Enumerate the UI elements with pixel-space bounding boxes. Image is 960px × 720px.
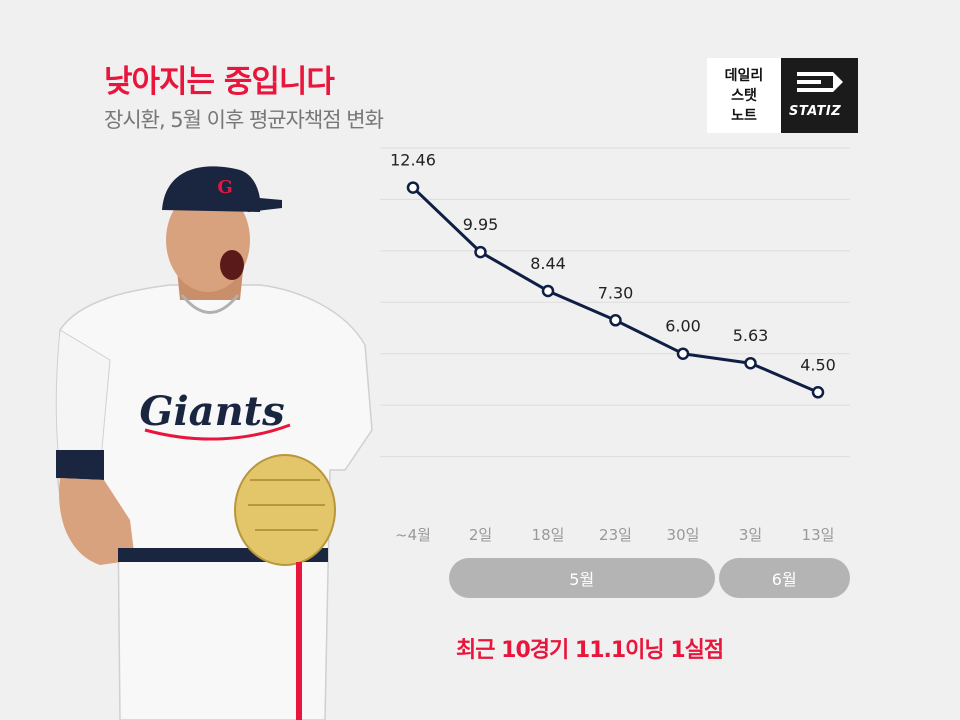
cap-logo: G [217, 177, 232, 198]
data-point [474, 245, 487, 259]
data-point [541, 284, 555, 298]
x-tick-label: 3일 [739, 526, 762, 544]
data-point [676, 347, 690, 360]
data-point [609, 314, 622, 327]
chart-series [406, 181, 825, 399]
chart-ticks: ~4월 2일 18일 23일 30일 3일 13일 [395, 526, 834, 544]
player-photo: G Giants [55, 166, 373, 720]
statiz-badge: 데일리 스탯 노트 STATIZ [707, 58, 858, 133]
chart-labels: 12.46 9.95 8.44 7.30 6.00 5.63 4.50 [390, 151, 836, 375]
badge-line-1: 데일리 [724, 67, 764, 84]
month-group-pill: 6월 [718, 558, 850, 598]
data-label: 5.63 [733, 326, 769, 345]
data-label: 6.00 [665, 317, 701, 336]
data-label: 4.50 [800, 355, 836, 374]
data-label: 8.44 [530, 254, 566, 273]
data-point [406, 181, 420, 194]
x-tick-label: 13일 [802, 526, 835, 544]
daily-stat-note-label: 데일리 스탯 노트 [707, 58, 781, 133]
x-tick-label: ~4월 [395, 526, 431, 544]
statiz-mark-icon [797, 72, 843, 92]
data-point [744, 356, 757, 370]
data-label: 9.95 [463, 215, 499, 234]
data-label: 7.30 [598, 283, 634, 302]
x-tick-label: 18일 [532, 526, 565, 544]
data-point [811, 386, 825, 399]
x-tick-label: 23일 [599, 526, 632, 544]
chart-grid [380, 147, 850, 458]
month-group-pill: 5월 [448, 558, 715, 598]
jersey-lettering: Giants [139, 388, 284, 435]
page-subtitle: 장시환, 5월 이후 평균자책점 변화 [104, 108, 384, 132]
statiz-logo: STATIZ [781, 58, 858, 133]
x-tick-label: 2일 [469, 526, 492, 544]
statiz-wordmark: STATIZ [789, 104, 842, 119]
badge-line-2: 스탯 [731, 87, 757, 104]
badge-line-3: 노트 [731, 107, 757, 124]
x-tick-label: 30일 [667, 526, 700, 544]
data-label: 12.46 [390, 151, 436, 170]
page-title: 낮아지는 중입니다 [104, 64, 335, 100]
footnote: 최근 10경기 11.1이닝 1실점 [456, 638, 724, 663]
